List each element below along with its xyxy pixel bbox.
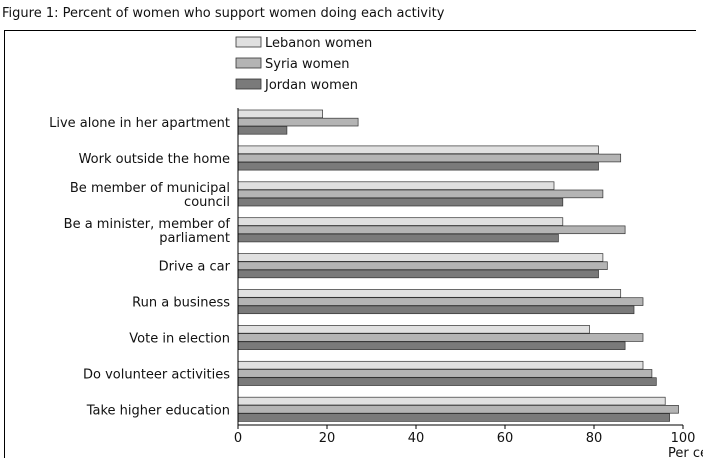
figure-title: Figure 1: Percent of women who support w…	[2, 6, 445, 21]
bar	[237, 217, 564, 226]
x-axis-label: Per cent	[668, 446, 703, 461]
bar	[237, 305, 635, 315]
x-tick-label: 80	[586, 431, 603, 446]
bar	[237, 413, 670, 422]
bar	[237, 181, 555, 190]
legend-swatch	[235, 57, 262, 69]
bar	[237, 153, 622, 163]
bar	[237, 225, 626, 235]
bar	[237, 377, 657, 386]
chart-frame	[4, 30, 696, 458]
bar	[237, 145, 599, 155]
bar	[237, 269, 599, 279]
x-tick-label: 60	[497, 431, 514, 446]
category-label: Be a minister, member of	[64, 217, 231, 232]
bar	[237, 117, 359, 127]
bar	[237, 333, 644, 342]
category-label: Run a business	[132, 296, 230, 311]
legend-label: Lebanon women	[265, 36, 372, 51]
bar	[237, 341, 626, 350]
category-label: council	[184, 195, 230, 210]
bar	[237, 189, 604, 199]
legend-swatch	[235, 36, 262, 48]
x-tick-label: 40	[408, 431, 425, 446]
bar	[237, 261, 608, 270]
bar	[237, 297, 644, 306]
legend-label: Syria women	[265, 57, 350, 72]
bar	[237, 197, 564, 207]
category-label: parliament	[159, 231, 230, 246]
x-tick-label: 20	[319, 431, 336, 446]
bar	[237, 369, 653, 378]
category-label: Live alone in her apartment	[49, 116, 230, 131]
bar	[237, 360, 644, 370]
category-label: Vote in election	[129, 332, 230, 347]
bar	[237, 233, 559, 243]
x-tick-label: 0	[234, 431, 242, 446]
bar	[237, 289, 622, 298]
legend-label: Jordan women	[264, 78, 358, 93]
bar	[237, 405, 679, 414]
bar	[237, 161, 599, 171]
category-label: Do volunteer activities	[83, 367, 230, 382]
bar	[237, 325, 590, 334]
bar	[237, 109, 323, 119]
bar	[237, 396, 666, 406]
category-label: Take higher education	[86, 403, 230, 418]
category-label: Work outside the home	[79, 152, 230, 167]
bar	[237, 253, 604, 262]
category-label: Be member of municipal	[70, 181, 230, 196]
bar	[237, 126, 288, 135]
x-tick-label: 100	[671, 431, 696, 446]
legend-swatch	[235, 78, 262, 90]
category-label: Drive a car	[159, 260, 231, 275]
